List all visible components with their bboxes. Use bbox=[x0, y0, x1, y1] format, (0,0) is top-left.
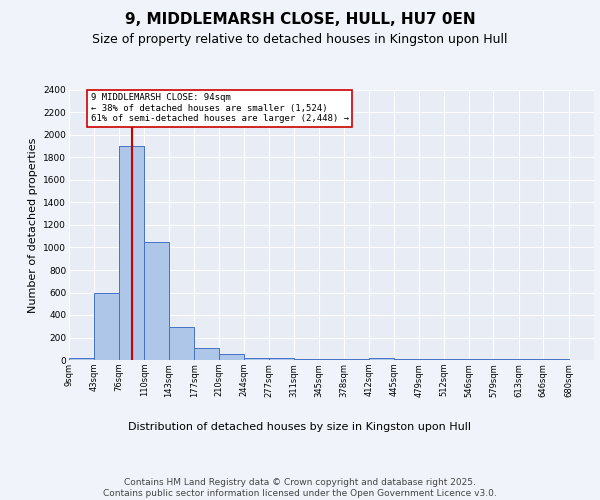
Bar bbox=[369, 358, 394, 360]
Text: 9 MIDDLEMARSH CLOSE: 94sqm
← 38% of detached houses are smaller (1,524)
61% of s: 9 MIDDLEMARSH CLOSE: 94sqm ← 38% of deta… bbox=[91, 94, 349, 123]
Text: Size of property relative to detached houses in Kingston upon Hull: Size of property relative to detached ho… bbox=[92, 32, 508, 46]
Text: Distribution of detached houses by size in Kingston upon Hull: Distribution of detached houses by size … bbox=[128, 422, 472, 432]
Text: Contains HM Land Registry data © Crown copyright and database right 2025.
Contai: Contains HM Land Registry data © Crown c… bbox=[103, 478, 497, 498]
Bar bbox=[169, 328, 194, 360]
Bar bbox=[69, 358, 94, 360]
Bar bbox=[194, 348, 218, 360]
Bar bbox=[218, 354, 244, 360]
Bar bbox=[119, 146, 144, 360]
Bar bbox=[94, 292, 119, 360]
Text: 9, MIDDLEMARSH CLOSE, HULL, HU7 0EN: 9, MIDDLEMARSH CLOSE, HULL, HU7 0EN bbox=[125, 12, 475, 28]
Bar bbox=[244, 358, 269, 360]
Y-axis label: Number of detached properties: Number of detached properties bbox=[28, 138, 38, 312]
Bar bbox=[269, 358, 294, 360]
Bar bbox=[144, 242, 169, 360]
